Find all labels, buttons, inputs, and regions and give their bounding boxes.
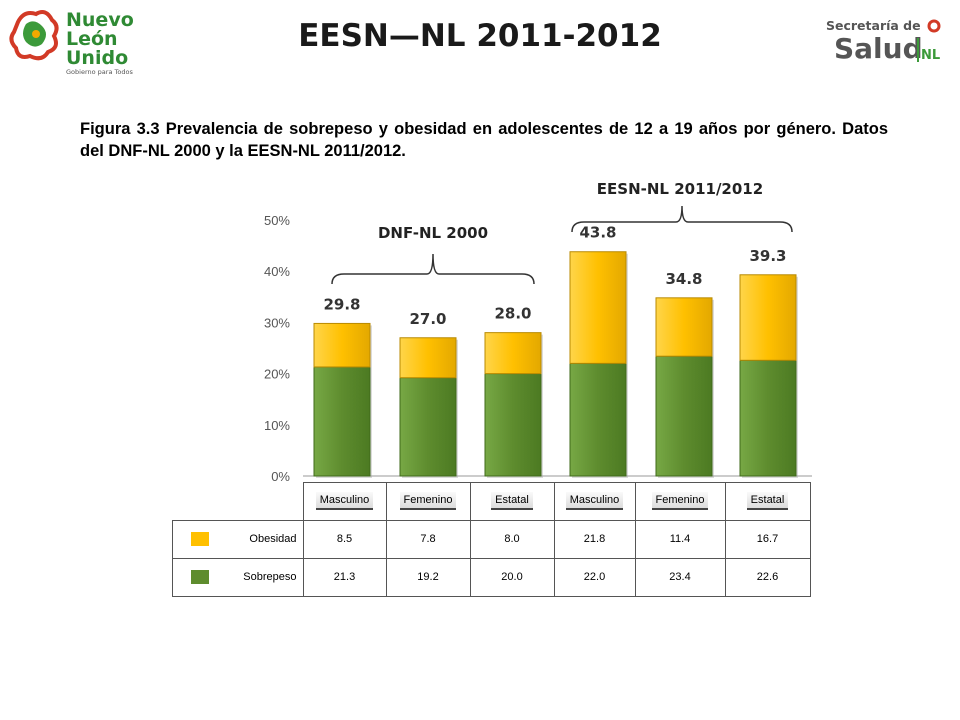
bar-obesidad: [739, 274, 797, 361]
sobrepeso-swatch-icon: [191, 570, 209, 584]
table-col-header: Masculino: [553, 482, 636, 521]
bar-obesidad: [655, 297, 713, 357]
table-col-header: Femenino: [634, 482, 726, 521]
y-tick-label: 50%: [264, 213, 290, 228]
bar-sobrepeso: [655, 355, 713, 477]
table-col-header: Estatal: [469, 482, 555, 521]
bar-sobrepeso: [399, 377, 457, 477]
table-col-header: Masculino: [302, 482, 387, 521]
logo-text-leon: León: [66, 28, 118, 50]
table-cell: 22.6: [724, 557, 811, 597]
table-corner: [173, 483, 304, 521]
y-tick-label: 40%: [264, 264, 290, 279]
y-tick-label: 10%: [264, 418, 290, 433]
y-tick-label: 30%: [264, 315, 290, 330]
figure-caption: Figura 3.3 Prevalencia de sobrepeso y ob…: [80, 120, 888, 160]
table-header-row: Masculino Femenino Estatal Masculino Fem…: [173, 482, 811, 521]
bar-total-label: 28.0: [494, 305, 531, 323]
category-label: Estatal: [491, 492, 533, 511]
legend-sobrepeso: Sobrepeso: [172, 557, 304, 597]
logo-text-salud: Salud: [834, 32, 923, 65]
brace-dnf-2000: [331, 253, 535, 285]
brace-eesn-2011-2012: [571, 205, 793, 233]
table-cell: 22.0: [553, 557, 636, 597]
secretaria-de-salud-logo: Secretaría de Salud NL: [826, 18, 941, 65]
table-cell: 20.0: [469, 557, 555, 597]
logo-tagline: Gobierno para Todos: [66, 68, 133, 76]
group-label: EESN-NL 2011/2012: [597, 180, 763, 198]
table-row-obesidad: Obesidad 8.5 7.8 8.0 21.8 11.4 16.7: [172, 519, 811, 559]
group-label: DNF-NL 2000: [378, 224, 488, 242]
table-col-header: Estatal: [724, 482, 811, 521]
table-cell: 8.5: [302, 519, 387, 559]
bar-obesidad: [313, 322, 371, 368]
bar-obesidad: [399, 337, 457, 379]
page-title: EESN—NL 2011-2012: [298, 18, 662, 54]
category-label: Femenino: [651, 492, 709, 511]
category-label: Estatal: [746, 492, 789, 511]
bar-total-label: 34.8: [665, 270, 702, 288]
nuevo-leon-unido-logo: Nuevo León Unido Gobierno para Todos: [9, 9, 134, 76]
y-tick-label: 20%: [264, 367, 290, 382]
row-label: Obesidad: [249, 533, 297, 545]
table-cell: 11.4: [634, 519, 726, 559]
legend-obesidad: Obesidad: [172, 519, 304, 559]
logo-text-unido: Unido: [66, 47, 128, 69]
y-tick-label: 0%: [271, 469, 290, 484]
logo-text-nl: NL: [921, 48, 940, 63]
table-row-sobrepeso: Sobrepeso 21.3 19.2 20.0 22.0 23.4 22.6: [172, 557, 811, 597]
bar-sobrepeso: [313, 366, 371, 477]
category-label: Masculino: [315, 492, 374, 511]
bar-sobrepeso: [569, 362, 627, 477]
bar-obesidad: [484, 332, 542, 375]
bar-total-label: 29.8: [323, 295, 360, 313]
table-cell: 7.8: [385, 519, 471, 559]
table-col-header: Femenino: [385, 482, 471, 521]
category-label: Masculino: [565, 492, 624, 511]
bar-total-label: 27.0: [409, 310, 446, 328]
logo-text-nuevo: Nuevo: [66, 9, 134, 31]
row-label: Sobrepeso: [243, 571, 297, 583]
state-emblem-icon: [9, 10, 59, 61]
category-label: Femenino: [399, 492, 457, 511]
bar-total-label: 39.3: [749, 247, 786, 265]
bar-obesidad: [569, 251, 627, 364]
table-cell: 16.7: [724, 519, 811, 559]
table-cell: 21.3: [302, 557, 387, 597]
table-cell: 19.2: [385, 557, 471, 597]
obesidad-swatch-icon: [191, 532, 209, 546]
bar-sobrepeso: [484, 373, 542, 477]
table-cell: 21.8: [553, 519, 636, 559]
bar-sobrepeso: [739, 359, 797, 477]
table-cell: 23.4: [634, 557, 726, 597]
bar-total-label: 43.8: [579, 224, 616, 242]
salud-ring-icon: [927, 19, 941, 33]
logo-text-secretaria: Secretaría de: [826, 18, 921, 33]
table-cell: 8.0: [469, 519, 555, 559]
data-table: Masculino Femenino Estatal Masculino Fem…: [172, 482, 811, 597]
